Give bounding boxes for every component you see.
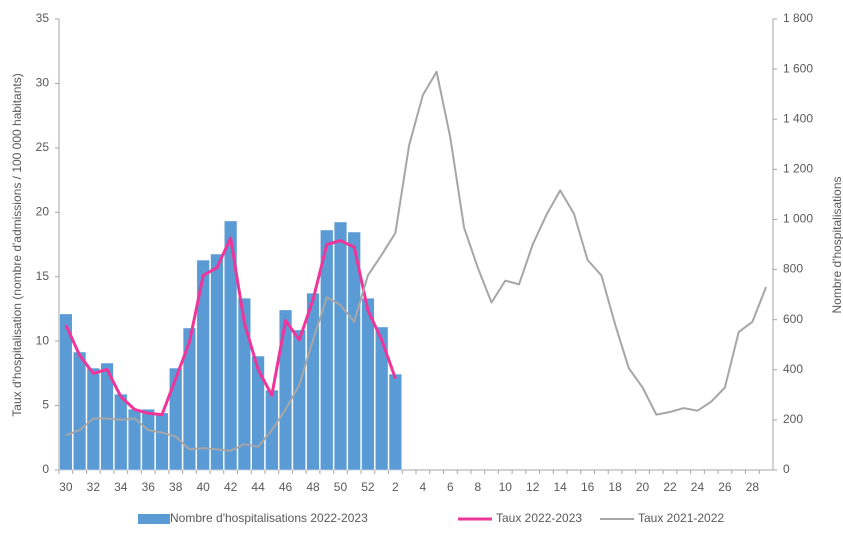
x-tick-label: 48 [306, 480, 320, 494]
bar [155, 412, 169, 471]
y2-axis-label: Nombre d'hospitalisations [830, 176, 843, 313]
y2-tick-label: 0 [783, 462, 790, 476]
x-tick-label: 34 [114, 480, 128, 494]
x-tick-label: 20 [636, 480, 650, 494]
x-tick-label: 12 [526, 480, 540, 494]
x-tick-label: 8 [474, 480, 481, 494]
bar [224, 220, 238, 471]
y-tick-label: 35 [36, 11, 50, 25]
x-tick-label: 24 [691, 480, 705, 494]
line-series [65, 70, 768, 452]
legend-swatch [138, 514, 170, 524]
x-tick-label: 40 [196, 480, 210, 494]
y2-tick-label: 400 [783, 362, 803, 376]
bar [196, 259, 210, 471]
x-tick-label: 38 [169, 480, 183, 494]
y2-tick-label: 1 400 [783, 111, 813, 125]
x-tick-label: 32 [87, 480, 101, 494]
y-axis-label: Taux d'hospitalisation (nombre d'admissi… [10, 73, 24, 416]
x-tick-label: 10 [499, 480, 513, 494]
x-tick-label: 30 [59, 480, 73, 494]
bar [333, 221, 348, 471]
x-tick-label: 50 [334, 480, 348, 494]
bar [361, 297, 375, 471]
x-tick-label: 4 [420, 480, 427, 494]
x-tick-label: 2 [392, 480, 399, 494]
x-tick-label: 18 [608, 480, 622, 494]
bar [182, 327, 197, 471]
bar [237, 297, 251, 471]
bar [251, 355, 265, 471]
bar [169, 367, 183, 471]
bar [100, 362, 114, 471]
legend-label: Taux 2021-2022 [638, 511, 724, 525]
x-tick-label: 44 [251, 480, 265, 494]
x-tick-label: 42 [224, 480, 238, 494]
y-tick-label: 15 [36, 269, 50, 283]
bar [278, 309, 293, 471]
legend-label: Taux 2022-2023 [496, 511, 582, 525]
bar [388, 373, 403, 471]
y2-tick-label: 1 800 [783, 11, 813, 25]
bar [292, 329, 306, 471]
bar [306, 292, 320, 471]
y2-tick-label: 800 [783, 262, 803, 276]
bar [210, 253, 224, 471]
y2-tick-label: 200 [783, 412, 803, 426]
y-tick-label: 0 [42, 462, 49, 476]
line-series [64, 236, 397, 417]
bar [72, 351, 87, 471]
bar [347, 231, 361, 471]
x-tick-label: 52 [361, 480, 375, 494]
bar [59, 313, 73, 471]
y-tick-label: 5 [42, 398, 49, 412]
x-tick-label: 36 [142, 480, 156, 494]
bar [320, 229, 334, 471]
y2-tick-label: 1 600 [783, 61, 813, 75]
bar [114, 393, 128, 471]
x-tick-label: 46 [279, 480, 293, 494]
bar [141, 408, 155, 471]
x-tick-label: 26 [718, 480, 732, 494]
y-tick-label: 20 [36, 204, 50, 218]
legend-label: Nombre d'hospitalisations 2022-2023 [170, 511, 368, 525]
y-tick-label: 10 [36, 333, 50, 347]
x-tick-label: 16 [581, 480, 595, 494]
y2-tick-label: 1 000 [783, 212, 813, 226]
y-tick-label: 30 [36, 76, 50, 90]
x-tick-label: 28 [746, 480, 760, 494]
x-tick-label: 22 [663, 480, 677, 494]
y2-tick-label: 1 200 [783, 162, 813, 176]
x-tick-label: 6 [447, 480, 454, 494]
bar [375, 326, 389, 471]
y2-tick-label: 600 [783, 312, 803, 326]
y-tick-label: 25 [36, 140, 50, 154]
x-tick-label: 14 [553, 480, 567, 494]
